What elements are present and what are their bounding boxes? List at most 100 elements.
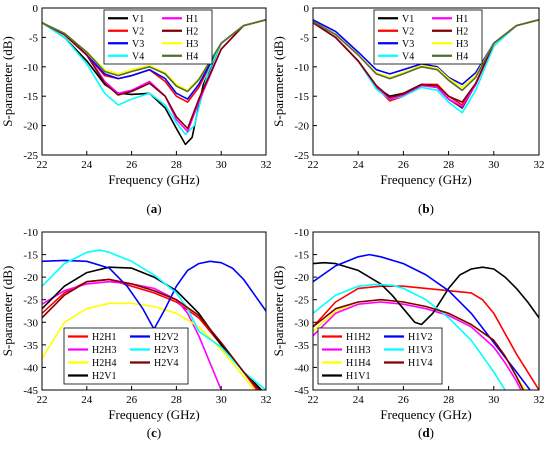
y-tick-label: -25 [23,150,38,162]
y-tick-label: -45 [23,385,38,397]
y-tick-label: -25 [23,295,38,307]
legend-label-V2: V2 [402,26,414,37]
y-tick-label: -20 [23,121,38,133]
chart-panel-d: 22 24 26 28 30 32 -10 -15 -20 -25 -30 -35 -40 -45 Freq… [271,227,545,440]
legend-label-H2: H2 [186,26,198,37]
legend-label-H1V4: H1V4 [408,358,432,369]
x-tick-label: 22 [308,394,319,406]
series-group [313,253,539,390]
plot-frame [41,231,267,391]
legend: H2H1 H2H3 H2H4 H2V1 H2V2 H2V3 H2V4 [63,327,189,385]
y-tick-label: -15 [294,91,309,103]
panel-caption: (b) [418,201,434,216]
legend-label-H3: H3 [456,39,468,50]
plot-frame [312,231,540,391]
legend-label-V1: V1 [402,14,414,25]
y-tick-label: -35 [23,340,38,352]
legend-label-V4: V4 [132,51,144,62]
legend-label-H2H3: H2H3 [92,345,116,356]
series-line-H1V3 [313,283,506,390]
panel-caption: (c) [147,425,161,440]
x-tick-label: 28 [171,394,183,406]
y-tick-label: -25 [294,295,309,307]
x-tick-label: 24 [81,159,93,171]
legend-label-H1V2: H1V2 [408,332,432,343]
legend-label-H2V2: H2V2 [154,332,178,343]
series-line-V4 [42,19,266,136]
x-tick-label: 30 [488,394,500,406]
panel-caption: (d) [418,425,434,440]
series-line-H2 [42,19,266,130]
x-axis-label: Frequency (GHz) [380,407,471,422]
y-tick-label: -15 [23,91,38,103]
chart-panel-c: 22 24 26 28 30 32 -10 -15 -20 -25 -30 -35 -40 -45 Freq… [0,227,272,440]
y-tick-label: -15 [294,250,309,262]
legend-label-V3: V3 [132,39,144,50]
y-tick-label: -30 [23,317,38,329]
x-tick-label: 22 [308,159,319,171]
x-tick-label: 26 [398,159,410,171]
y-tick-label: 0 [33,3,39,15]
series-group [42,19,266,146]
legend-label-H4: H4 [186,51,198,62]
x-tick-label: 28 [171,159,183,171]
legend-label-H1H4: H1H4 [346,358,370,369]
series-line-H1H3 [313,301,522,390]
x-tick-label: 30 [488,159,500,171]
chart-panel-a: 22 24 26 28 30 32 0 -5 -10 -15 -20 -25 Frequency (GH… [0,3,272,216]
legend-label-V3: V3 [402,39,414,50]
x-tick-label: 24 [353,394,365,406]
series-line-H2V2 [42,259,266,330]
x-tick-label: 24 [353,159,365,171]
series-line-H2V4 [42,278,260,390]
series-line-H1V4 [313,298,524,390]
x-tick-label: 32 [534,394,545,406]
legend-label-V4: V4 [402,51,414,62]
y-tick-label: -35 [294,340,309,352]
series-group [313,19,539,114]
chart-panel-b: 22 24 26 28 30 32 0 -5 -10 -15 -20 -25 Frequency (GH… [271,3,545,216]
y-tick-label: -20 [294,272,309,284]
y-tick-label: -25 [294,150,309,162]
legend: H1H2 H1H3 H1H4 H1V1 H1V2 H1V3 H1V4 [317,327,443,385]
x-tick-label: 28 [443,159,455,171]
y-tick-label: -10 [294,62,309,74]
y-tick-label: -30 [294,317,309,329]
y-tick-label: -10 [23,62,38,74]
series-group [42,249,266,390]
x-tick-label: 28 [443,394,455,406]
y-tick-label: -10 [23,227,38,239]
y-tick-label: -10 [294,227,309,239]
y-tick-label: -45 [294,385,309,397]
y-tick-label: -40 [23,362,38,374]
series-line-H4 [42,19,266,93]
y-tick-label: -5 [300,32,310,44]
legend-label-H2V3: H2V3 [154,345,178,356]
legend-label-H1H2: H1H2 [346,332,370,343]
series-line-H1V1 [313,261,539,326]
series-line-H2V1 [42,266,263,390]
legend-label-H1V1: H1V1 [346,371,370,382]
legend-label-H2V1: H2V1 [92,371,116,382]
y-tick-label: -40 [294,362,309,374]
y-axis-label: S-parameter (dB) [271,266,286,357]
legend-label-H3: H3 [186,39,198,50]
legend-label-H1V3: H1V3 [408,345,432,356]
legend-label-H1: H1 [456,14,468,25]
legend-label-H1: H1 [186,14,198,25]
x-tick-label: 24 [81,394,93,406]
legend-label-H1H3: H1H3 [346,345,370,356]
x-tick-label: 26 [126,159,138,171]
x-tick-label: 22 [37,394,48,406]
y-tick-label: -5 [29,32,39,44]
y-axis-label: S-parameter (dB) [0,266,15,357]
panel-caption: (a) [146,201,161,216]
x-tick-label: 30 [216,394,228,406]
x-axis-label: Frequency (GHz) [380,172,471,187]
x-tick-label: 22 [37,159,48,171]
plot-frame [41,7,267,156]
x-tick-label: 26 [398,394,410,406]
legend-label-H2H1: H2H1 [92,332,116,343]
